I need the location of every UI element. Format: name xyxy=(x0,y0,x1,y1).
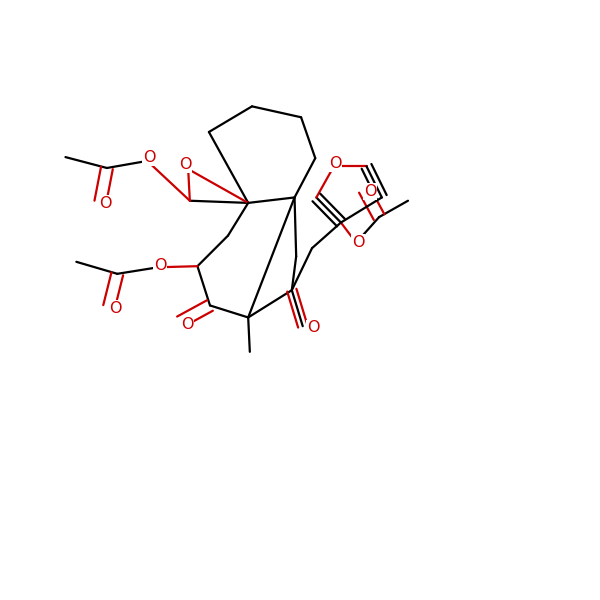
Text: O: O xyxy=(154,258,166,273)
Text: O: O xyxy=(307,320,320,335)
Text: O: O xyxy=(179,157,191,172)
Text: O: O xyxy=(143,151,155,166)
Text: O: O xyxy=(352,235,364,250)
Text: O: O xyxy=(109,301,121,316)
Text: O: O xyxy=(181,317,193,332)
Text: O: O xyxy=(99,196,112,211)
Text: O: O xyxy=(329,156,341,171)
Text: O: O xyxy=(364,184,377,199)
